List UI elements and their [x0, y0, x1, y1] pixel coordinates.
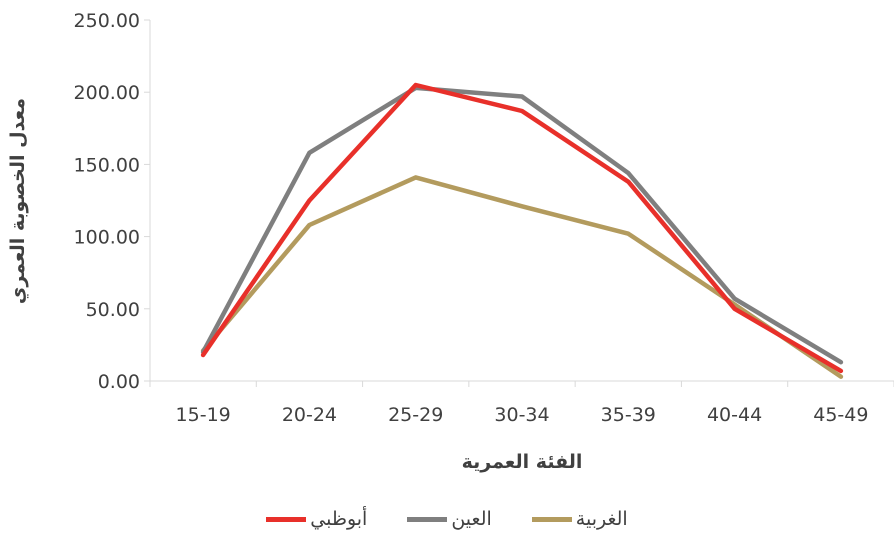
y-tick-label: 150.00	[74, 154, 140, 176]
y-tick-label: 50.00	[86, 299, 140, 321]
x-tick-label: 35-39	[601, 404, 656, 426]
axes: 0.00 50.00 100.00 150.00 200.00 250.00 15-19 20…	[74, 10, 894, 426]
y-tick-label: 200.00	[74, 82, 140, 104]
series-line	[200, 175, 844, 379]
legend-item: العين	[407, 508, 492, 530]
x-tick-label: 15-19	[176, 404, 231, 426]
x-tick-label: 45-49	[813, 404, 868, 426]
legend-label: الغربية	[575, 508, 628, 530]
y-tick-label: 250.00	[74, 10, 140, 32]
series-line	[200, 85, 844, 365]
series-layer	[200, 82, 844, 379]
series-line	[200, 82, 844, 374]
legend-label: أبوظبي	[310, 508, 368, 530]
legend-swatch	[531, 516, 572, 522]
y-tick-label: 0.00	[98, 371, 140, 393]
legend-swatch	[407, 516, 448, 522]
x-axis-title: الفئة العمرية	[462, 451, 583, 473]
legend-item: الغربية	[531, 508, 628, 530]
x-tick-label: 40-44	[707, 404, 762, 426]
x-tick-label: 30-34	[494, 404, 549, 426]
chart: 0.00 50.00 100.00 150.00 200.00 250.00 15-19 20…	[7, 10, 894, 473]
y-tick-label: 100.00	[74, 227, 140, 249]
legend-item: أبوظبي	[266, 508, 367, 530]
x-tick-label: 20-24	[282, 404, 337, 426]
y-axis-title: معدل الخصوبة العمري	[7, 98, 30, 304]
legend-swatch	[266, 516, 307, 522]
legend: أبوظبي العين الغربية	[0, 508, 894, 530]
legend-label: العين	[451, 508, 492, 530]
x-tick-label: 25-29	[388, 404, 443, 426]
